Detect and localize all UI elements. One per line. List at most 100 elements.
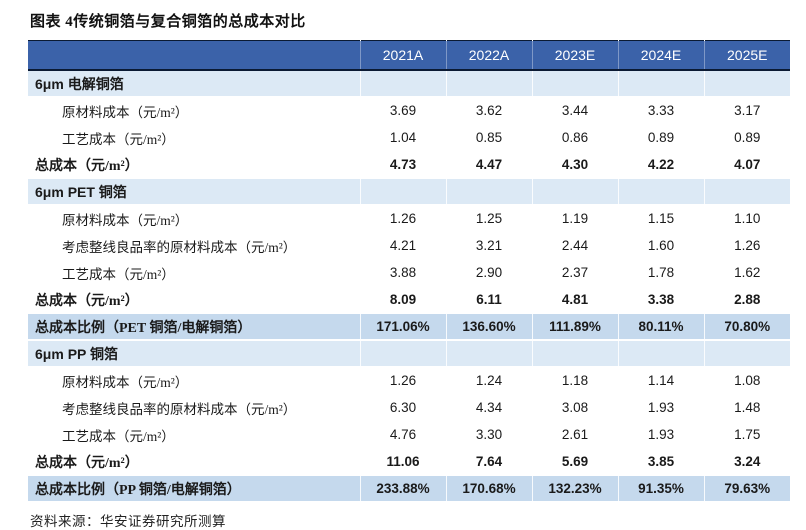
row-value: 1.93 — [617, 394, 704, 422]
row-value: 79.63% — [703, 475, 790, 503]
row-label: 总成本比例（PP 铜箔/电解铜箔） — [28, 475, 360, 503]
row-value: 136.60% — [445, 313, 532, 341]
figure-title: 图表 4传统铜箔与复合铜箔的总成本对比 — [30, 14, 306, 30]
row-value: 2.61 — [531, 421, 618, 449]
header-empty-cell — [28, 40, 360, 71]
row-value: 1.93 — [617, 421, 704, 449]
row-value — [617, 178, 704, 206]
row-value: 132.23% — [531, 475, 618, 503]
row-label: 总成本（元/m²） — [28, 151, 360, 179]
row-value: 3.88 — [359, 259, 446, 287]
row-value: 233.88% — [359, 475, 446, 503]
table-row-data: 原材料成本（元/m²） 1.26 1.25 1.19 1.15 1.10 — [28, 205, 790, 233]
row-value: 1.26 — [359, 205, 446, 233]
header-year-cell: 2024E — [617, 40, 704, 71]
table-row-ratio: 总成本比例（PP 铜箔/电解铜箔） 233.88% 170.68% 132.23% 91… — [28, 475, 790, 503]
table-header-row: 2021A 2022A 2023E 2024E 2025E — [28, 40, 790, 71]
row-label: 原材料成本（元/m²） — [28, 205, 360, 233]
table-row-ratio: 总成本比例（PET 铜箔/电解铜箔） 171.06% 136.60% 111.89% 8… — [28, 313, 790, 341]
cost-comparison-table: 2021A 2022A 2023E 2024E 2025E 6μm 电解铜箔 原材料成本（… — [28, 40, 790, 503]
row-label: 考虑整线良品率的原材料成本（元/m²） — [28, 232, 360, 260]
table-body: 6μm 电解铜箔 原材料成本（元/m²） 3.69 3.62 3.44 3.33 3.17 工… — [28, 70, 790, 503]
row-value — [359, 178, 446, 206]
row-value: 170.68% — [445, 475, 532, 503]
row-value: 11.06 — [359, 448, 446, 476]
row-value — [617, 70, 704, 98]
table-row-section: 6μm PP 铜箔 — [28, 340, 790, 368]
row-value: 0.89 — [703, 124, 790, 152]
row-value: 1.62 — [703, 259, 790, 287]
row-value: 1.26 — [359, 367, 446, 395]
row-value: 1.48 — [703, 394, 790, 422]
row-value: 2.90 — [445, 259, 532, 287]
row-label: 6μm PP 铜箔 — [28, 340, 360, 368]
row-value — [445, 178, 532, 206]
row-value: 171.06% — [359, 313, 446, 341]
row-value: 4.47 — [445, 151, 532, 179]
row-value — [445, 70, 532, 98]
row-value: 80.11% — [617, 313, 704, 341]
row-value: 6.11 — [445, 286, 532, 314]
row-value: 1.24 — [445, 367, 532, 395]
header-year-cell: 2025E — [703, 40, 790, 71]
table-row-data: 工艺成本（元/m²） 1.04 0.85 0.86 0.89 0.89 — [28, 124, 790, 152]
row-value: 4.22 — [617, 151, 704, 179]
table-row-total: 总成本（元/m²） 8.09 6.11 4.81 3.38 2.88 — [28, 286, 790, 314]
row-value: 2.88 — [703, 286, 790, 314]
row-value: 3.30 — [445, 421, 532, 449]
row-value: 1.18 — [531, 367, 618, 395]
row-value: 4.34 — [445, 394, 532, 422]
row-value: 0.85 — [445, 124, 532, 152]
row-label: 工艺成本（元/m²） — [28, 259, 360, 287]
row-value: 4.73 — [359, 151, 446, 179]
row-label: 总成本（元/m²） — [28, 448, 360, 476]
row-value — [359, 340, 446, 368]
row-label: 总成本（元/m²） — [28, 286, 360, 314]
row-value: 4.21 — [359, 232, 446, 260]
row-label: 6μm PET 铜箔 — [28, 178, 360, 206]
row-value: 1.25 — [445, 205, 532, 233]
row-value: 2.37 — [531, 259, 618, 287]
table-row-section: 6μm 电解铜箔 — [28, 70, 790, 98]
header-year-cell: 2023E — [531, 40, 618, 71]
row-value — [359, 70, 446, 98]
row-value: 1.10 — [703, 205, 790, 233]
row-value: 0.89 — [617, 124, 704, 152]
header-year-cell: 2021A — [359, 40, 446, 71]
row-label: 考虑整线良品率的原材料成本（元/m²） — [28, 394, 360, 422]
row-value: 91.35% — [617, 475, 704, 503]
row-value: 3.69 — [359, 97, 446, 125]
row-value: 1.15 — [617, 205, 704, 233]
row-value: 3.21 — [445, 232, 532, 260]
row-value: 8.09 — [359, 286, 446, 314]
table-row-section: 6μm PET 铜箔 — [28, 178, 790, 206]
row-label: 6μm 电解铜箔 — [28, 70, 360, 98]
row-value — [617, 340, 704, 368]
row-value: 6.30 — [359, 394, 446, 422]
row-label: 工艺成本（元/m²） — [28, 124, 360, 152]
row-value: 1.08 — [703, 367, 790, 395]
row-value — [703, 70, 790, 98]
source-note: 资料来源：华安证券研究所测算 — [30, 514, 226, 529]
row-value — [531, 178, 618, 206]
row-value: 1.04 — [359, 124, 446, 152]
row-value: 4.30 — [531, 151, 618, 179]
row-value — [703, 340, 790, 368]
header-year-cell: 2022A — [445, 40, 532, 71]
row-value — [445, 340, 532, 368]
row-value: 3.17 — [703, 97, 790, 125]
row-value: 3.62 — [445, 97, 532, 125]
row-value: 4.81 — [531, 286, 618, 314]
table-row-total: 总成本（元/m²） 11.06 7.64 5.69 3.85 3.24 — [28, 448, 790, 476]
row-value: 4.76 — [359, 421, 446, 449]
row-value: 2.44 — [531, 232, 618, 260]
row-label: 总成本比例（PET 铜箔/电解铜箔） — [28, 313, 360, 341]
row-label: 工艺成本（元/m²） — [28, 421, 360, 449]
row-label: 原材料成本（元/m²） — [28, 367, 360, 395]
table-row-data: 考虑整线良品率的原材料成本（元/m²） 6.30 4.34 3.08 1.93 1.48 — [28, 394, 790, 422]
row-value: 0.86 — [531, 124, 618, 152]
row-value: 111.89% — [531, 313, 618, 341]
table-row-data: 工艺成本（元/m²） 3.88 2.90 2.37 1.78 1.62 — [28, 259, 790, 287]
row-value: 1.60 — [617, 232, 704, 260]
